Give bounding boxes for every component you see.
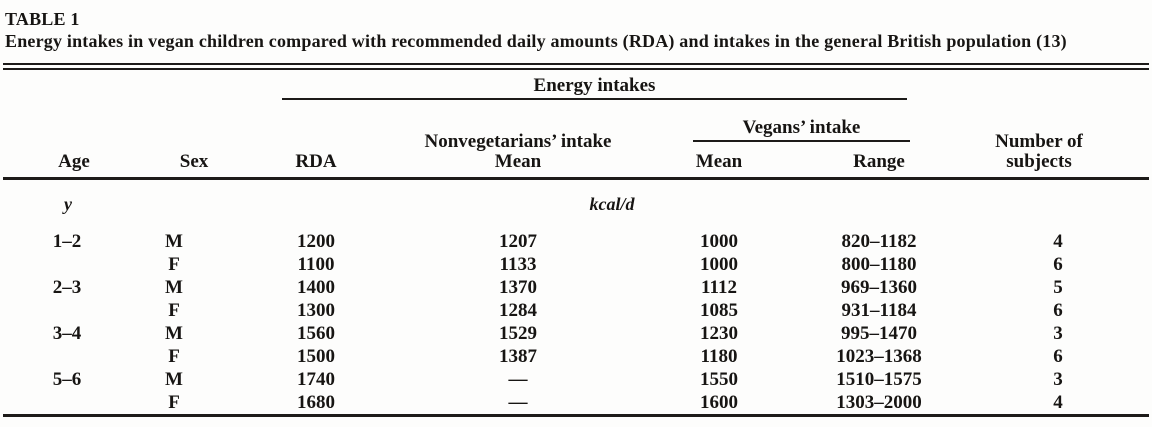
table-caption: Energy intakes in vegan children compare… xyxy=(5,31,1067,51)
cell-age xyxy=(3,345,145,368)
cell-age: 1–2 xyxy=(52,231,82,252)
cell-vegans-mean: 1550 xyxy=(700,369,738,390)
unit-energy: kcal/d xyxy=(589,194,635,215)
cell-rda: 1200 xyxy=(297,231,335,252)
cell-sex: M xyxy=(165,323,183,344)
table-row: 5–6 M 1740 — 1550 1510–1575 3 xyxy=(3,368,1149,391)
cell-nonvegetarians-mean: 1133 xyxy=(499,254,537,275)
cell-vegans-mean: 1085 xyxy=(700,300,738,321)
table-label: TABLE 1 xyxy=(5,9,80,29)
column-header-sex: Sex xyxy=(145,70,243,180)
table-row: F 1500 1387 1180 1023–1368 6 xyxy=(3,345,1149,368)
double-rule xyxy=(3,63,1149,70)
cell-sex: F xyxy=(168,392,180,413)
cell-vegans-mean: 1230 xyxy=(700,323,738,344)
unit-empty-subjects xyxy=(967,178,1149,230)
cell-sex: F xyxy=(168,254,180,275)
cell-vegans-mean: 1180 xyxy=(700,346,738,367)
cell-rda: 1560 xyxy=(297,323,335,344)
cell-vegans-range: 1303–2000 xyxy=(836,392,922,413)
energy-intakes-table: Age Sex Energy intakes Number of subject… xyxy=(3,70,1149,417)
cell-rda: 1400 xyxy=(297,277,335,298)
cell-vegans-range: 800–1180 xyxy=(841,254,917,275)
table-row: F 1680 — 1600 1303–2000 4 xyxy=(3,391,1149,416)
cell-sex: F xyxy=(168,346,180,367)
cell-number-of-subjects: 5 xyxy=(1053,277,1063,298)
column-header-vegan-mean: Mean xyxy=(647,142,791,180)
table-row: F 1300 1284 1085 931–1184 6 xyxy=(3,299,1149,322)
column-header-nonvegetarians-mean: Nonvegetarians’ intake Mean xyxy=(389,100,647,180)
table-row: 1–2 M 1200 1207 1000 820–1182 4 xyxy=(3,230,1149,253)
cell-sex: M xyxy=(165,277,183,298)
cell-age xyxy=(3,253,145,276)
cell-vegans-mean: 1000 xyxy=(700,231,738,252)
cell-vegans-range: 969–1360 xyxy=(841,277,917,298)
cell-rda: 1680 xyxy=(297,392,335,413)
cell-nonvegetarians-mean: — xyxy=(508,369,528,390)
column-header-vegan-range: Range xyxy=(791,142,967,180)
cell-rda: 1500 xyxy=(297,346,335,367)
cell-sex: M xyxy=(165,369,183,390)
spanner-energy-intakes-label: Energy intakes xyxy=(282,76,907,100)
cell-age xyxy=(3,391,145,416)
table-row: F 1100 1133 1000 800–1180 6 xyxy=(3,253,1149,276)
cell-vegans-range: 931–1184 xyxy=(841,300,917,321)
spanner-vegans-intake-label: Vegans’ intake xyxy=(693,118,910,142)
cell-vegans-mean: 1112 xyxy=(701,277,737,298)
cell-age: 3–4 xyxy=(52,323,82,344)
cell-nonvegetarians-mean: 1387 xyxy=(499,346,537,367)
cell-age xyxy=(3,299,145,322)
header-line-nonvegetarians-intake: Nonvegetarians’ intake xyxy=(424,130,612,152)
header-row-leaf: Mean Range xyxy=(3,142,1149,180)
cell-number-of-subjects: 3 xyxy=(1053,369,1063,390)
table-row: 2–3 M 1400 1370 1112 969–1360 5 xyxy=(3,276,1149,299)
spanner-vegans-intake: Vegans’ intake xyxy=(647,100,967,142)
cell-number-of-subjects: 4 xyxy=(1053,392,1063,413)
table-body: y kcal/d 1–2 M 1200 1207 1000 820–1182 4… xyxy=(3,178,1149,416)
cell-vegans-range: 1510–1575 xyxy=(836,369,922,390)
cell-number-of-subjects: 6 xyxy=(1053,300,1063,321)
cell-rda: 1100 xyxy=(297,254,335,275)
cell-age: 2–3 xyxy=(52,277,82,298)
cell-nonvegetarians-mean: 1529 xyxy=(499,323,537,344)
cell-nonvegetarians-mean: 1284 xyxy=(499,300,537,321)
cell-nonvegetarians-mean: — xyxy=(508,392,528,413)
cell-number-of-subjects: 6 xyxy=(1053,346,1063,367)
cell-vegans-mean: 1600 xyxy=(700,392,738,413)
spanner-energy-intakes: Energy intakes xyxy=(243,70,967,100)
cell-nonvegetarians-mean: 1370 xyxy=(499,277,537,298)
header-line-subjects: subjects xyxy=(1006,150,1072,172)
unit-age: y xyxy=(64,194,72,215)
cell-rda: 1300 xyxy=(297,300,335,321)
cell-sex: F xyxy=(168,300,180,321)
table-header: Age Sex Energy intakes Number of subject… xyxy=(3,70,1149,180)
unit-empty-sex xyxy=(145,178,243,230)
header-line-nonveg-mean: Mean xyxy=(494,150,542,172)
header-row-spanner-energy: Age Sex Energy intakes Number of subject… xyxy=(3,70,1149,180)
cell-vegans-range: 1023–1368 xyxy=(836,346,922,367)
cell-nonvegetarians-mean: 1207 xyxy=(499,231,537,252)
cell-sex: M xyxy=(165,231,183,252)
cell-rda: 1740 xyxy=(297,369,335,390)
column-header-rda: RDA xyxy=(243,100,389,180)
header-row-spanner-vegans: RDA Nonvegetarians’ intake Mean Vegans’ … xyxy=(3,100,1149,180)
cell-number-of-subjects: 3 xyxy=(1053,323,1063,344)
cell-vegans-mean: 1000 xyxy=(700,254,738,275)
column-header-number-of-subjects: Number of subjects xyxy=(967,70,1149,180)
cell-vegans-range: 820–1182 xyxy=(841,231,917,252)
header-line-number-of: Number of xyxy=(995,130,1083,152)
unit-row: y kcal/d xyxy=(3,178,1149,230)
cell-number-of-subjects: 4 xyxy=(1053,231,1063,252)
table-row: 3–4 M 1560 1529 1230 995–1470 3 xyxy=(3,322,1149,345)
cell-number-of-subjects: 6 xyxy=(1053,254,1063,275)
cell-vegans-range: 995–1470 xyxy=(841,323,917,344)
column-header-age: Age xyxy=(3,70,145,180)
cell-age: 5–6 xyxy=(52,369,82,390)
